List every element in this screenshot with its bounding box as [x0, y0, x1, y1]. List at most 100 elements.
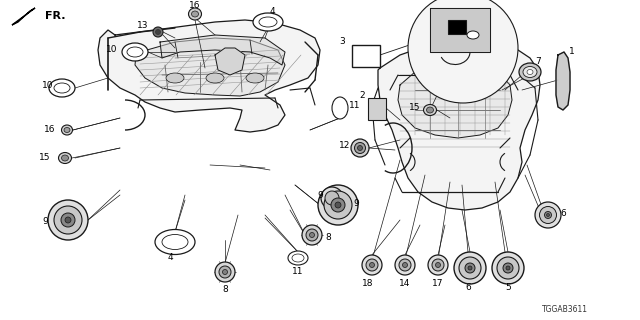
Bar [368, 98, 386, 120]
Ellipse shape [519, 63, 541, 81]
Ellipse shape [324, 191, 352, 219]
Ellipse shape [523, 67, 537, 77]
Ellipse shape [223, 269, 227, 275]
Ellipse shape [540, 206, 557, 223]
Ellipse shape [369, 262, 374, 268]
Bar [448, 20, 466, 34]
Ellipse shape [127, 47, 143, 57]
Ellipse shape [65, 217, 71, 223]
Text: 6: 6 [560, 209, 566, 218]
Ellipse shape [535, 202, 561, 228]
Polygon shape [398, 62, 512, 138]
Ellipse shape [156, 29, 161, 35]
Ellipse shape [64, 127, 70, 132]
Ellipse shape [331, 198, 345, 212]
Ellipse shape [61, 125, 72, 135]
Ellipse shape [362, 255, 382, 275]
Ellipse shape [366, 259, 378, 271]
Ellipse shape [122, 43, 148, 61]
Text: 8: 8 [325, 234, 331, 243]
Polygon shape [378, 40, 540, 210]
Polygon shape [430, 8, 490, 52]
Ellipse shape [506, 266, 510, 270]
Ellipse shape [292, 254, 304, 262]
Ellipse shape [424, 105, 436, 116]
Ellipse shape [395, 255, 415, 275]
Text: 1: 1 [569, 47, 575, 57]
Polygon shape [160, 35, 285, 65]
Text: 14: 14 [399, 278, 411, 287]
Text: 9: 9 [353, 198, 359, 207]
Ellipse shape [454, 252, 486, 284]
Ellipse shape [155, 229, 195, 254]
Text: 3: 3 [339, 37, 345, 46]
Text: 18: 18 [362, 278, 374, 287]
Ellipse shape [435, 262, 440, 268]
Ellipse shape [332, 97, 348, 119]
Ellipse shape [288, 251, 308, 265]
Ellipse shape [54, 206, 82, 234]
Ellipse shape [302, 225, 322, 245]
Text: 7: 7 [535, 58, 541, 67]
Ellipse shape [325, 191, 339, 205]
Text: 5: 5 [505, 284, 511, 292]
Ellipse shape [191, 11, 198, 17]
Text: 6: 6 [465, 284, 471, 292]
Ellipse shape [49, 79, 75, 97]
Ellipse shape [503, 263, 513, 273]
Ellipse shape [467, 31, 479, 39]
Text: 11: 11 [349, 100, 361, 109]
Ellipse shape [215, 262, 235, 282]
Ellipse shape [321, 187, 343, 209]
Polygon shape [215, 48, 245, 75]
Ellipse shape [547, 213, 550, 217]
Text: 10: 10 [106, 45, 118, 54]
Text: 15: 15 [39, 154, 51, 163]
Ellipse shape [335, 202, 341, 208]
Ellipse shape [253, 13, 283, 31]
Ellipse shape [162, 235, 188, 250]
Ellipse shape [246, 73, 264, 83]
Ellipse shape [189, 8, 202, 20]
Text: 16: 16 [44, 125, 56, 134]
Ellipse shape [48, 200, 88, 240]
Polygon shape [135, 38, 285, 96]
Ellipse shape [153, 27, 163, 37]
Ellipse shape [259, 17, 277, 27]
Ellipse shape [166, 73, 184, 83]
Ellipse shape [432, 259, 444, 271]
Ellipse shape [465, 263, 475, 273]
Ellipse shape [219, 266, 231, 278]
Text: 12: 12 [339, 140, 351, 149]
Ellipse shape [355, 142, 365, 154]
Text: 10: 10 [42, 81, 54, 90]
Text: 16: 16 [189, 1, 201, 10]
Ellipse shape [206, 73, 224, 83]
Polygon shape [12, 8, 35, 25]
Ellipse shape [492, 252, 524, 284]
Ellipse shape [527, 69, 533, 75]
Ellipse shape [58, 153, 72, 164]
Text: FR.: FR. [45, 11, 65, 21]
Text: 9: 9 [317, 191, 323, 201]
Text: 9: 9 [42, 218, 48, 227]
Text: 11: 11 [292, 268, 304, 276]
Ellipse shape [399, 259, 411, 271]
Text: 15: 15 [409, 103, 420, 113]
Ellipse shape [426, 107, 433, 113]
Ellipse shape [61, 213, 75, 227]
Ellipse shape [497, 257, 519, 279]
Ellipse shape [545, 212, 552, 219]
Bar [352, 45, 380, 67]
Ellipse shape [468, 266, 472, 270]
Polygon shape [556, 52, 570, 110]
Circle shape [408, 0, 518, 103]
Ellipse shape [306, 229, 318, 241]
Ellipse shape [310, 233, 314, 237]
Text: 2: 2 [359, 91, 365, 100]
Ellipse shape [61, 155, 68, 161]
Ellipse shape [403, 262, 408, 268]
Polygon shape [98, 20, 320, 132]
Ellipse shape [428, 255, 448, 275]
Text: TGGAB3611: TGGAB3611 [542, 306, 588, 315]
